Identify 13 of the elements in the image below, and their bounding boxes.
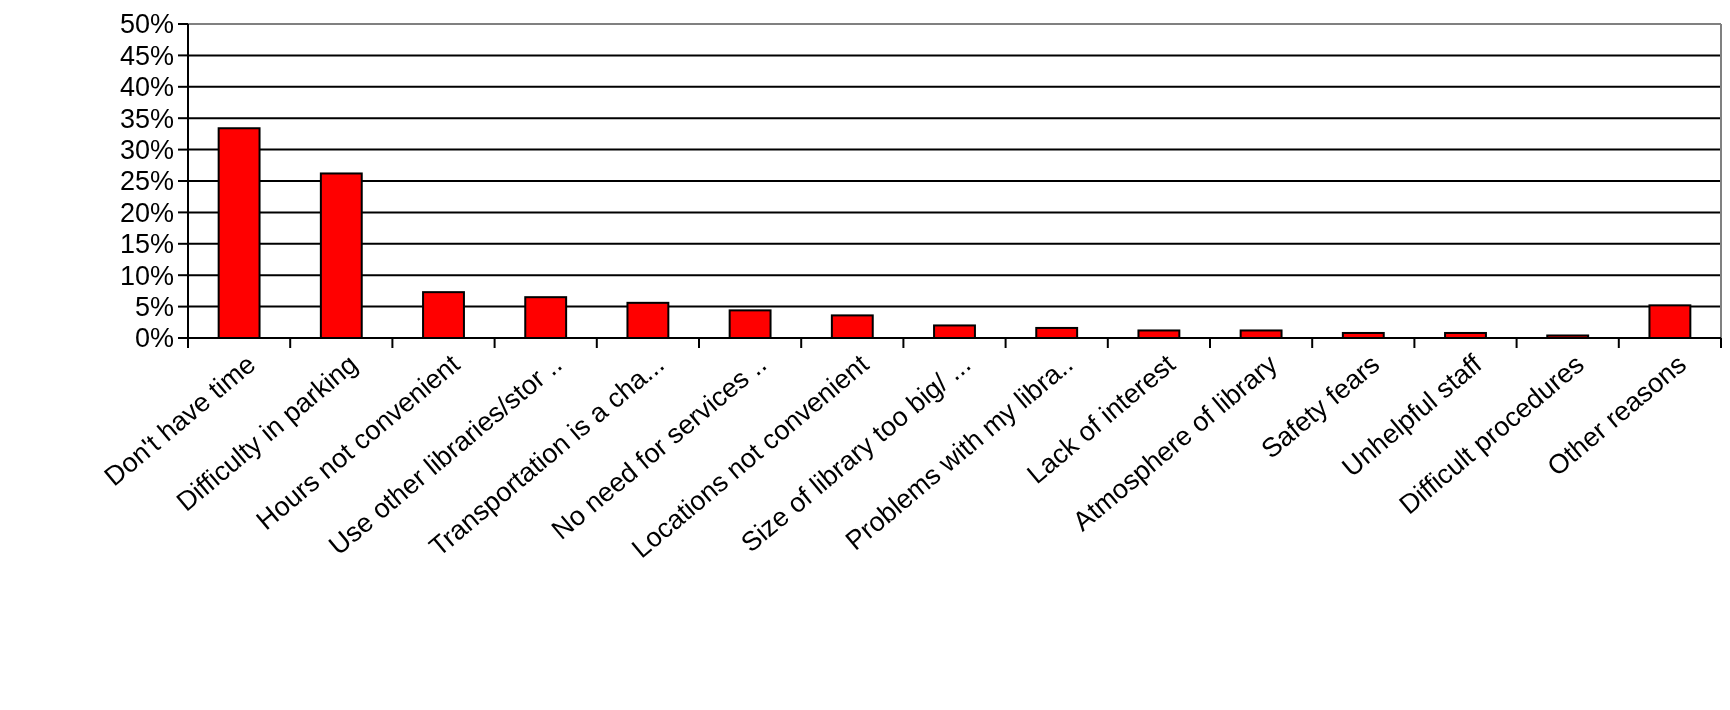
bar [830, 314, 874, 339]
y-tick-label: 35% [119, 103, 174, 134]
y-tick-label: 15% [119, 229, 174, 260]
y-tick-label: 30% [119, 135, 174, 166]
y-tick-label: 50% [119, 9, 174, 40]
bar [933, 324, 976, 339]
y-tick-label: 0% [134, 323, 174, 354]
y-tick-label: 25% [119, 166, 174, 197]
y-tick-label: 10% [119, 260, 174, 291]
y-tick-label: 5% [134, 292, 174, 323]
y-tick-label: 45% [119, 40, 174, 71]
y-tick-label: 20% [119, 197, 174, 228]
y-tick-label: 40% [119, 72, 174, 103]
